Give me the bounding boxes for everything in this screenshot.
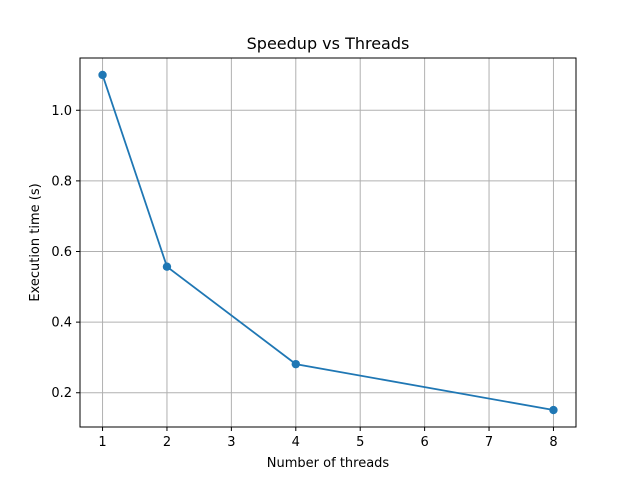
data-point: [549, 405, 558, 415]
y-tick-label: 0.4: [51, 316, 72, 331]
axis-ticks: 1 2 3 4 5 6 7 8 0.2 0.4 0.6 0.8 1.0: [51, 104, 557, 450]
x-tick-label: 4: [292, 435, 300, 450]
x-tick-label: 3: [227, 435, 235, 450]
x-tick-label: 7: [485, 435, 493, 450]
y-tick-label: 0.2: [51, 386, 72, 401]
x-tick-label: 1: [98, 435, 106, 450]
x-axis-label: Number of threads: [267, 456, 390, 471]
x-tick-label: 8: [549, 435, 557, 450]
x-tick-label: 5: [356, 435, 364, 450]
data-point: [162, 262, 172, 271]
x-tick-label: 6: [420, 435, 428, 450]
y-axis-label: Execution time (s): [28, 183, 43, 301]
chart-title: Speedup vs Threads: [247, 34, 410, 53]
y-tick-label: 1.0: [51, 104, 72, 119]
x-tick-label: 2: [163, 435, 171, 450]
y-tick-label: 0.6: [51, 245, 72, 260]
data-point: [291, 359, 300, 369]
axes-frame: [79, 57, 577, 428]
y-tick-label: 0.8: [51, 174, 72, 189]
data-point: [98, 70, 107, 80]
series-line: [101, 74, 554, 411]
grid-lines: [80, 58, 576, 427]
data-series: [98, 70, 558, 415]
